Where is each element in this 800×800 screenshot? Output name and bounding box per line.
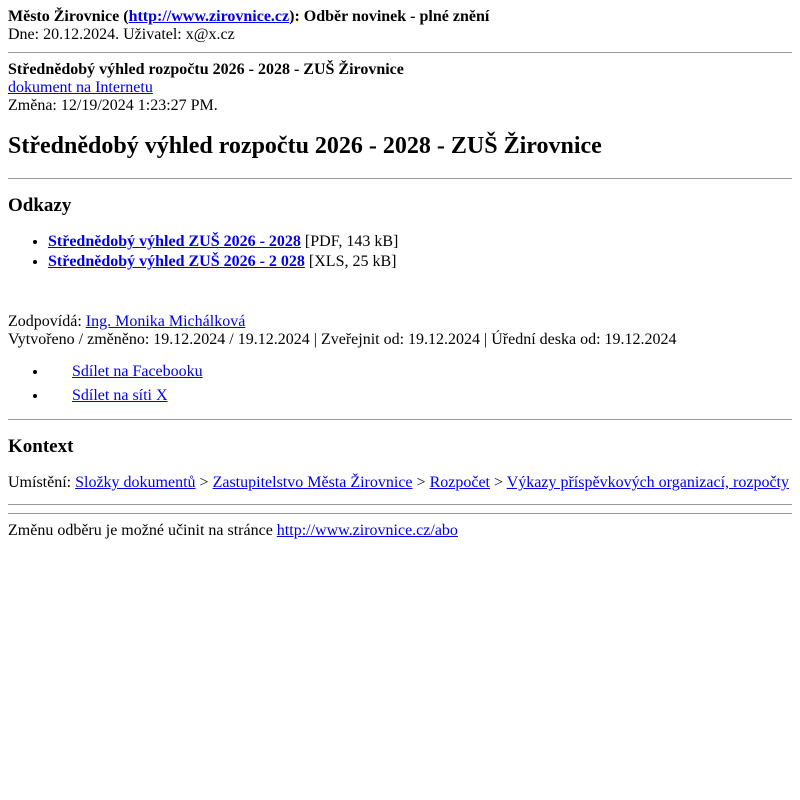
responsibility-label: Zodpovídá: bbox=[8, 313, 86, 330]
divider bbox=[8, 52, 792, 53]
divider bbox=[8, 504, 792, 505]
list-item: Střednědobý výhled ZUŠ 2026 - 2028 [PDF,… bbox=[48, 233, 792, 251]
user-value: x@x.cz bbox=[186, 26, 235, 43]
spacer bbox=[8, 285, 792, 313]
attachment-link-pdf[interactable]: Střednědobý výhled ZUŠ 2026 - 2028 bbox=[48, 233, 301, 250]
links-list: Střednědobý výhled ZUŠ 2026 - 2028 [PDF,… bbox=[8, 233, 792, 271]
divider bbox=[8, 178, 792, 179]
breadcrumb-sep: > bbox=[196, 474, 213, 491]
breadcrumb-link[interactable]: Složky dokumentů bbox=[75, 474, 195, 491]
list-item: Střednědobý výhled ZUŠ 2026 - 2 028 [XLS… bbox=[48, 253, 792, 271]
list-item: Sdílet na Facebooku bbox=[48, 363, 792, 381]
date-label: Dne: bbox=[8, 26, 43, 43]
divider bbox=[8, 513, 792, 514]
header-tail: ): Odběr novinek - plné znění bbox=[289, 8, 489, 25]
page-header: Město Žirovnice (http://www.zirovnice.cz… bbox=[8, 8, 792, 44]
responsible-person-link[interactable]: Ing. Monika Michálková bbox=[86, 313, 246, 330]
responsibility-block: Zodpovídá: Ing. Monika Michálková Vytvoř… bbox=[8, 313, 792, 349]
location-label: Umístění: bbox=[8, 474, 75, 491]
context-heading: Kontext bbox=[8, 436, 792, 458]
site-url-text: http://www.zirovnice.cz bbox=[129, 8, 290, 25]
breadcrumb: Umístění: Složky dokumentů > Zastupitels… bbox=[8, 474, 792, 492]
breadcrumb-link[interactable]: Výkazy příspěvkových organizací, rozpočt… bbox=[507, 474, 789, 491]
footer-text: Změnu odběru je možné učinit na stránce bbox=[8, 522, 277, 539]
date-value: 20.12.2024 bbox=[43, 26, 115, 43]
divider bbox=[8, 419, 792, 420]
responsibility-meta: Vytvořeno / změněno: 19.12.2024 / 19.12.… bbox=[8, 331, 677, 348]
breadcrumb-link[interactable]: Zastupitelstvo Města Žirovnice bbox=[213, 474, 413, 491]
share-x-link[interactable]: Sdílet na síti X bbox=[72, 387, 168, 404]
share-list: Sdílet na Facebooku Sdílet na síti X bbox=[8, 363, 792, 405]
breadcrumb-link[interactable]: Rozpočet bbox=[430, 474, 490, 491]
share-facebook-link[interactable]: Sdílet na Facebooku bbox=[72, 363, 203, 380]
breadcrumb-sep: > bbox=[413, 474, 430, 491]
attachment-link-text: Střednědobý výhled ZUŠ 2026 - 2028 bbox=[48, 233, 301, 250]
attachment-link-xls[interactable]: Střednědobý výhled ZUŠ 2026 - 2 028 bbox=[48, 253, 305, 270]
doc-meta-title: Střednědobý výhled rozpočtu 2026 - 2028 … bbox=[8, 61, 404, 78]
open-paren: ( bbox=[119, 8, 128, 25]
change-value: 12/19/2024 1:23:27 PM. bbox=[61, 97, 218, 114]
site-name: Město Žirovnice bbox=[8, 8, 119, 25]
doc-meta: Střednědobý výhled rozpočtu 2026 - 2028 … bbox=[8, 61, 792, 115]
doc-internet-link[interactable]: dokument na Internetu bbox=[8, 79, 153, 96]
footer-abo-link[interactable]: http://www.zirovnice.cz/abo bbox=[277, 522, 458, 539]
change-label: Změna: bbox=[8, 97, 61, 114]
user-label: . Uživatel: bbox=[115, 26, 186, 43]
attachment-suffix: [XLS, 25 kB] bbox=[305, 253, 397, 270]
footer-note: Změnu odběru je možné učinit na stránce … bbox=[8, 522, 792, 540]
breadcrumb-sep: > bbox=[490, 474, 507, 491]
attachment-link-text: Střednědobý výhled ZUŠ 2026 - 2 028 bbox=[48, 253, 305, 270]
attachment-suffix: [PDF, 143 kB] bbox=[301, 233, 398, 250]
list-item: Sdílet na síti X bbox=[48, 387, 792, 405]
site-url-link[interactable]: http://www.zirovnice.cz bbox=[129, 8, 290, 25]
links-heading: Odkazy bbox=[8, 195, 792, 217]
main-heading: Střednědobý výhled rozpočtu 2026 - 2028 … bbox=[8, 133, 792, 160]
